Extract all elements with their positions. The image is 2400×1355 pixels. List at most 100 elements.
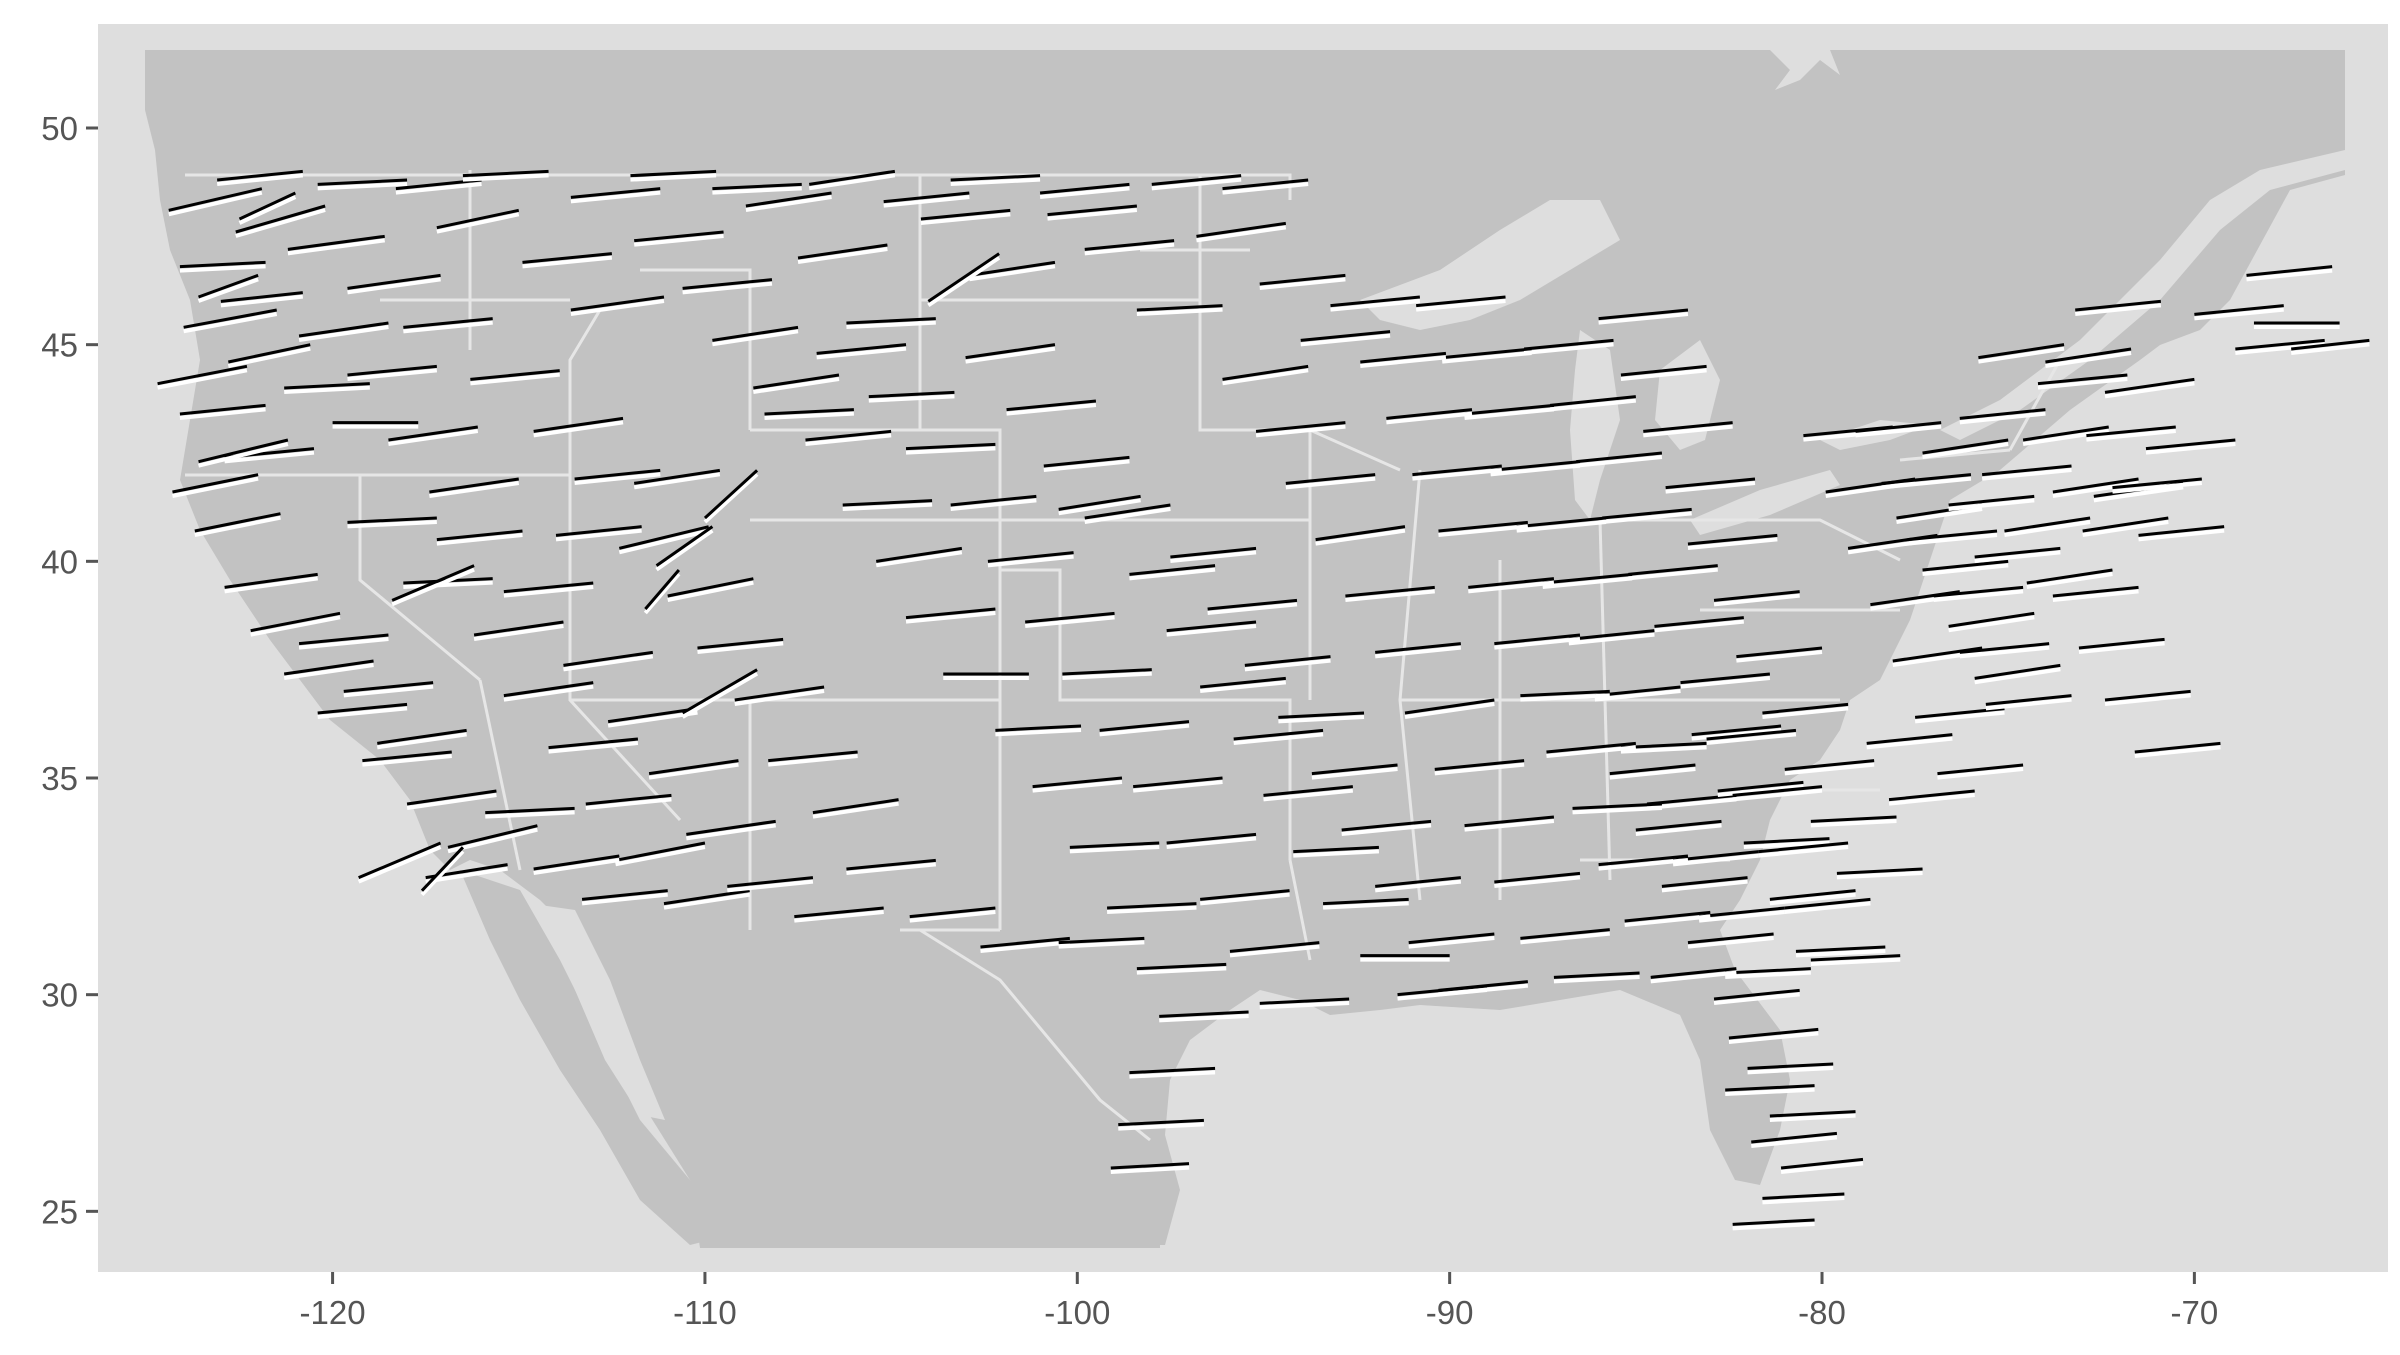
wind-segment xyxy=(1494,633,1581,650)
wind-segment xyxy=(1136,304,1223,316)
wind-segment-line xyxy=(812,798,899,815)
wind-segment xyxy=(1643,421,1733,438)
wind-segment-line xyxy=(1654,616,1744,628)
wind-segment-shadow xyxy=(2082,520,2169,537)
wind-segment xyxy=(1311,763,1398,780)
wind-segment xyxy=(391,564,475,607)
wind-segment xyxy=(1233,728,1324,745)
wind-segment-shadow xyxy=(1494,875,1581,888)
wind-segment xyxy=(194,512,281,537)
wind-segment-line xyxy=(238,191,296,221)
wind-segment xyxy=(615,841,706,867)
wind-segment-shadow xyxy=(1594,689,1681,702)
wind-segment xyxy=(1762,702,1849,719)
wind-segment xyxy=(1661,876,1748,893)
wind-segment-line xyxy=(1784,759,1875,771)
wind-segment xyxy=(1855,421,1942,438)
wind-segment-line xyxy=(1780,1157,1864,1170)
wind-segment xyxy=(797,243,888,264)
wind-segment-shadow xyxy=(298,325,389,342)
wind-segment-shadow xyxy=(284,385,370,394)
wind-segment xyxy=(768,750,858,767)
wind-segment-line xyxy=(1166,620,1257,633)
wind-segment xyxy=(1687,533,1778,550)
wind-segment-shadow xyxy=(2045,351,2132,368)
wind-segment-shadow xyxy=(1490,463,1581,477)
wind-segment-shadow xyxy=(1687,537,1778,550)
wind-segment xyxy=(663,889,750,910)
wind-segment xyxy=(1546,741,1637,758)
wind-segment xyxy=(362,750,452,767)
wind-segment-shadow xyxy=(179,407,266,420)
wind-segment xyxy=(1062,668,1152,680)
wind-segment-line xyxy=(1494,871,1581,884)
wind-segment-line xyxy=(1129,1066,1216,1075)
wind-segment xyxy=(965,343,1056,364)
wind-segment xyxy=(1129,564,1216,581)
wind-segment-line xyxy=(1609,763,1696,776)
wind-segment-shadow xyxy=(1810,819,1897,828)
wind-segment-line xyxy=(358,841,442,880)
wind-segment xyxy=(1058,494,1141,516)
wind-segment xyxy=(667,577,754,602)
wind-segment-line xyxy=(1006,399,1097,412)
wind-segment-shadow xyxy=(563,654,654,672)
wind-segment-shadow xyxy=(1978,346,2065,364)
wind-segment xyxy=(1404,698,1495,719)
wind-segment xyxy=(883,191,970,208)
wind-segment-line xyxy=(909,906,996,919)
wind-segment-shadow xyxy=(812,801,899,819)
wind-segment-line xyxy=(2026,568,2113,585)
wind-segment-shadow xyxy=(1278,715,1365,724)
wind-segment xyxy=(1948,611,2035,633)
wind-segment-line xyxy=(1751,1131,1838,1144)
wind-segment xyxy=(343,681,434,698)
wind-segment-line xyxy=(2075,299,2162,312)
gulf-of-california xyxy=(540,905,665,1120)
wind-segment-line xyxy=(667,577,754,598)
wind-segment xyxy=(1650,967,1737,984)
wind-segment xyxy=(470,369,560,386)
wind-segment-shadow xyxy=(403,580,493,589)
wind-segment xyxy=(905,607,996,624)
wind-segment-line xyxy=(522,252,612,264)
wind-segment xyxy=(287,234,385,256)
wind-segment-line xyxy=(1520,689,1610,698)
wind-segment-shadow xyxy=(727,879,814,893)
wind-segment-shadow xyxy=(1959,411,2046,425)
wind-segment-line xyxy=(1959,642,2050,654)
wind-segment xyxy=(1170,546,1257,563)
wind-segment xyxy=(764,408,854,420)
wind-segment xyxy=(1207,598,1298,615)
wind-segment xyxy=(846,858,936,875)
wind-segment xyxy=(1933,585,2024,602)
wind-segment-line xyxy=(533,854,620,871)
wind-segment-shadow xyxy=(1725,970,1811,979)
wind-segment-line xyxy=(1769,1110,1856,1118)
wind-segment-shadow xyxy=(227,346,311,368)
wind-segment-line xyxy=(1062,668,1152,676)
wind-segment-line xyxy=(1713,988,1800,1001)
wind-segment-shadow xyxy=(686,823,776,841)
wind-segment xyxy=(794,906,884,923)
wind-segment-shadow xyxy=(1620,745,1707,754)
wind-segment-line xyxy=(842,499,933,507)
wind-segment-line xyxy=(1311,763,1398,776)
wind-segment xyxy=(1263,785,1354,802)
wind-segment-shadow xyxy=(1736,650,1823,663)
wind-segment xyxy=(1490,460,1581,477)
wind-segment xyxy=(2246,265,2333,282)
wind-segment xyxy=(1118,1118,1205,1131)
wind-segment xyxy=(1542,572,1633,589)
wind-segment-shadow xyxy=(406,793,497,810)
wind-segment-line xyxy=(228,343,311,364)
wind-segment-shadow xyxy=(909,910,996,923)
wind-segment-shadow xyxy=(298,637,389,650)
wind-segment-line xyxy=(1933,585,2024,598)
wind-segment xyxy=(1568,629,1655,646)
wind-segment xyxy=(2138,525,2225,542)
wind-segment-shadow xyxy=(522,255,613,269)
wind-segment xyxy=(238,191,297,225)
wind-segment xyxy=(842,499,933,511)
wind-segment-shadow xyxy=(1516,520,1607,533)
